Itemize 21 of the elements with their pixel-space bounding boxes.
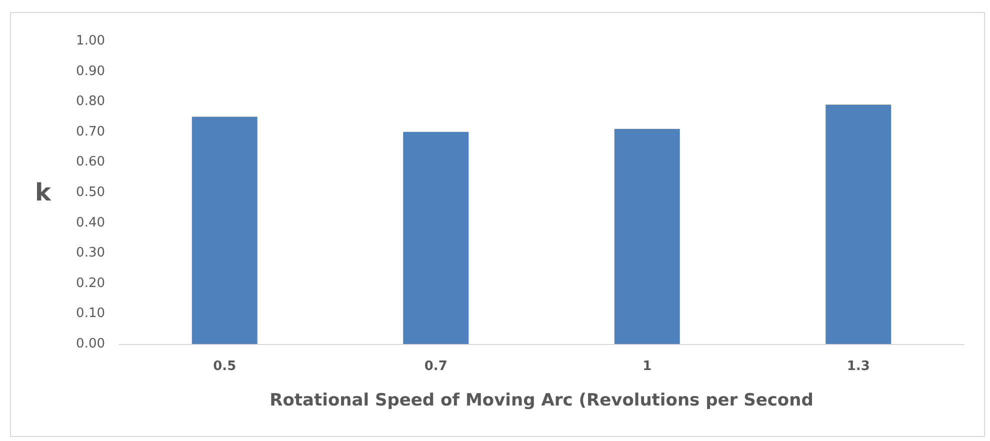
y-tick-label: 0.10 — [76, 306, 105, 322]
x-tick-label: 1 — [642, 359, 652, 374]
y-tick-label: 0.30 — [76, 246, 105, 261]
y-tick-label: 0.20 — [76, 276, 105, 291]
x-tick-label: 0.5 — [213, 359, 236, 374]
y-tick-label: 0.00 — [76, 336, 105, 352]
y-tick-label: 0.80 — [76, 94, 105, 110]
y-tick-label: 0.60 — [76, 154, 105, 170]
y-tick-label: 0.70 — [76, 124, 105, 140]
bar — [614, 128, 680, 344]
x-tick-label: 0.7 — [424, 359, 448, 374]
bar — [192, 116, 258, 344]
bar — [403, 132, 469, 344]
x-tick-label: 1.3 — [846, 359, 870, 374]
x-axis-title: Rotational Speed of Moving Arc (Revolutions per Second — [270, 390, 814, 410]
y-tick-label: 0.40 — [76, 215, 105, 230]
y-tick-label: 0.50 — [76, 185, 105, 200]
y-axis-title: k — [35, 178, 52, 206]
bar — [826, 104, 892, 344]
y-tick-label: 0.90 — [76, 64, 105, 79]
y-tick-label: 1.00 — [76, 34, 105, 48]
